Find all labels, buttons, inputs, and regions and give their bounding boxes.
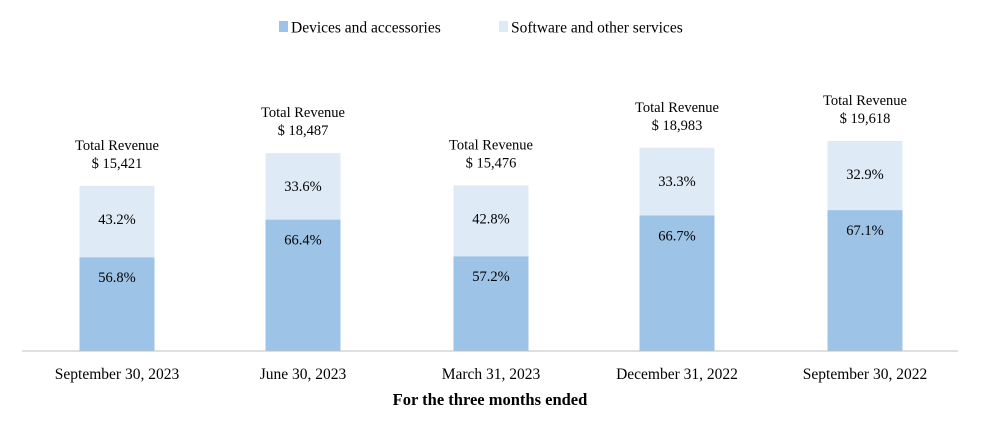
data-label-devices: 56.8%	[98, 270, 135, 286]
bar-software	[827, 141, 903, 211]
bar-software	[265, 153, 341, 220]
total-revenue-caption: Total Revenue	[449, 137, 533, 153]
x-axis-title: For the three months ended	[393, 390, 588, 409]
bars-group: 56.8% 43.2% Total Revenue $ 15,421 66.4% 33.6…	[75, 93, 907, 351]
legend-swatch-software	[499, 21, 508, 32]
data-label-software: 33.3%	[658, 174, 695, 190]
legend-swatch-devices	[279, 21, 288, 32]
total-revenue-value: $ 15,476	[466, 155, 517, 171]
data-label-devices: 57.2%	[472, 269, 509, 285]
bar-devices	[79, 257, 155, 351]
total-revenue-caption: Total Revenue	[823, 93, 907, 109]
bar-software	[453, 185, 529, 257]
x-tick-label: June 30, 2023	[260, 366, 347, 383]
data-label-devices: 66.7%	[658, 228, 695, 244]
total-revenue-caption: Total Revenue	[261, 105, 345, 121]
data-label-software: 43.2%	[98, 212, 135, 228]
total-revenue-value: $ 18,487	[278, 123, 329, 139]
total-revenue-caption: Total Revenue	[75, 138, 159, 154]
bar-software	[79, 185, 155, 258]
x-tick-label: December 31, 2022	[616, 366, 738, 383]
total-revenue-value: $ 19,618	[840, 111, 891, 127]
data-label-software: 33.6%	[284, 179, 321, 195]
x-tick-label: September 30, 2023	[55, 366, 180, 383]
bar-devices	[827, 210, 903, 351]
bar-devices	[265, 219, 341, 351]
legend-label-devices: Devices and accessories	[291, 20, 441, 37]
x-tick-label: September 30, 2022	[803, 366, 927, 383]
bar-software	[639, 147, 715, 216]
bar-devices	[639, 215, 715, 351]
x-tick-labels: September 30, 2023 June 30, 2023 March 31,…	[55, 366, 927, 383]
legend-label-software: Software and other services	[511, 20, 683, 37]
data-label-devices: 67.1%	[846, 223, 883, 239]
total-revenue-value: $ 18,983	[652, 118, 703, 134]
data-label-software: 42.8%	[472, 211, 509, 227]
data-label-devices: 66.4%	[284, 233, 321, 249]
total-revenue-caption: Total Revenue	[635, 100, 719, 116]
data-label-software: 32.9%	[846, 167, 883, 183]
bar-devices	[453, 256, 529, 351]
x-tick-label: March 31, 2023	[442, 366, 541, 383]
legend: Devices and accessories Software and oth…	[279, 20, 683, 37]
total-revenue-value: $ 15,421	[92, 156, 143, 172]
